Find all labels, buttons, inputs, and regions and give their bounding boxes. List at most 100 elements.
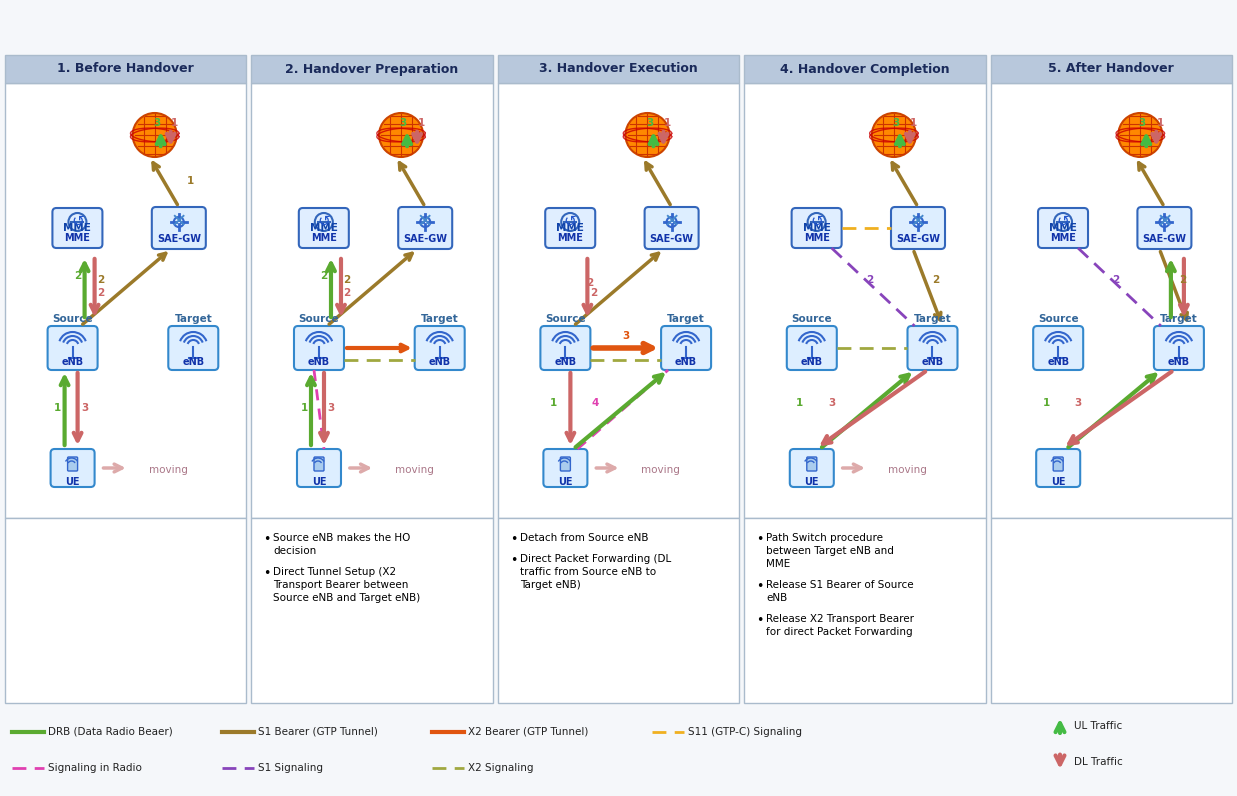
Text: 5. After Handover: 5. After Handover (1049, 63, 1174, 76)
Bar (251, 518, 492, 703)
Text: 2: 2 (866, 275, 873, 285)
FancyBboxPatch shape (807, 457, 816, 471)
Text: 1: 1 (797, 398, 803, 408)
FancyBboxPatch shape (644, 207, 699, 249)
Text: Direct Tunnel Setup (X2: Direct Tunnel Setup (X2 (273, 567, 397, 577)
FancyBboxPatch shape (1037, 449, 1080, 487)
Text: moving: moving (642, 465, 680, 475)
Text: 1: 1 (549, 398, 557, 408)
Text: 3: 3 (622, 331, 630, 341)
Text: 2: 2 (590, 288, 597, 298)
Bar (991, 83, 1232, 518)
FancyBboxPatch shape (1137, 207, 1191, 249)
Bar (745, 518, 986, 703)
Text: ✕: ✕ (663, 213, 680, 232)
Text: Target: Target (667, 314, 705, 324)
FancyBboxPatch shape (908, 326, 957, 370)
Text: SAE-GW: SAE-GW (1143, 234, 1186, 244)
Text: UE: UE (804, 477, 819, 487)
Text: MME: MME (803, 223, 830, 233)
Text: MME: MME (804, 233, 830, 243)
Bar (5, 518, 246, 703)
Text: 4: 4 (591, 398, 599, 408)
Text: MME: MME (558, 233, 583, 243)
Text: 2: 2 (1179, 275, 1186, 285)
Text: SAE-GW: SAE-GW (896, 234, 940, 244)
Text: UE: UE (1051, 477, 1065, 487)
Text: Transport Bearer between: Transport Bearer between (273, 580, 408, 590)
Text: MME: MME (63, 223, 92, 233)
Text: eNB: eNB (182, 357, 204, 367)
Circle shape (872, 113, 915, 157)
FancyBboxPatch shape (792, 208, 841, 248)
FancyBboxPatch shape (541, 326, 590, 370)
Text: Direct Packet Forwarding (DL: Direct Packet Forwarding (DL (520, 554, 670, 564)
Text: ↺: ↺ (1056, 213, 1070, 228)
Text: •: • (510, 554, 517, 567)
Text: 4. Handover Completion: 4. Handover Completion (781, 63, 950, 76)
Text: S1 Bearer (GTP Tunnel): S1 Bearer (GTP Tunnel) (259, 727, 377, 737)
Text: 2: 2 (1112, 275, 1119, 285)
Text: ↺: ↺ (564, 213, 576, 228)
Text: Target eNB): Target eNB) (520, 580, 580, 590)
Text: •: • (263, 567, 271, 580)
Text: MME: MME (766, 559, 790, 569)
Text: ✕: ✕ (417, 213, 433, 232)
Text: eNB: eNB (308, 357, 330, 367)
Text: 3: 3 (153, 118, 161, 128)
Text: eNB: eNB (675, 357, 698, 367)
Text: 2: 2 (320, 271, 328, 281)
Text: 1: 1 (910, 118, 918, 128)
Text: Source: Source (1038, 314, 1079, 324)
Text: DRB (Data Radio Beaer): DRB (Data Radio Beaer) (48, 727, 173, 737)
Text: ↺: ↺ (71, 213, 84, 228)
Text: MME: MME (557, 223, 584, 233)
Bar (251, 83, 492, 518)
FancyBboxPatch shape (152, 207, 205, 249)
Text: Source: Source (52, 314, 93, 324)
Text: SAE-GW: SAE-GW (157, 234, 200, 244)
Text: ✕: ✕ (1157, 213, 1173, 232)
Text: Source: Source (546, 314, 585, 324)
FancyBboxPatch shape (314, 457, 324, 471)
FancyBboxPatch shape (297, 449, 341, 487)
Text: 3: 3 (80, 403, 88, 413)
Text: 2: 2 (344, 275, 350, 285)
Text: Target: Target (914, 314, 951, 324)
FancyBboxPatch shape (1038, 208, 1089, 248)
Text: moving: moving (395, 465, 434, 475)
Bar (251, 55, 492, 83)
Text: S1 Signaling: S1 Signaling (259, 763, 323, 773)
Text: moving: moving (148, 465, 188, 475)
FancyBboxPatch shape (546, 208, 595, 248)
Text: MME: MME (1050, 233, 1076, 243)
Text: •: • (756, 580, 763, 593)
FancyBboxPatch shape (560, 457, 570, 471)
Text: eNB: eNB (766, 593, 788, 603)
Text: 2: 2 (96, 275, 104, 285)
Text: Release S1 Bearer of Source: Release S1 Bearer of Source (766, 580, 914, 590)
FancyBboxPatch shape (414, 326, 465, 370)
Text: 3: 3 (1075, 398, 1082, 408)
Text: X2 Bearer (GTP Tunnel): X2 Bearer (GTP Tunnel) (468, 727, 589, 737)
Text: 2: 2 (586, 278, 593, 288)
FancyBboxPatch shape (543, 449, 588, 487)
Text: MME: MME (310, 233, 336, 243)
Bar (497, 55, 740, 83)
Text: UE: UE (312, 477, 327, 487)
Text: Signaling in Radio: Signaling in Radio (48, 763, 142, 773)
Text: eNB: eNB (800, 357, 823, 367)
Text: eNB: eNB (429, 357, 450, 367)
Text: for direct Packet Forwarding: for direct Packet Forwarding (766, 627, 913, 637)
Text: ↺: ↺ (810, 213, 823, 228)
FancyBboxPatch shape (168, 326, 218, 370)
Bar (745, 55, 986, 83)
FancyBboxPatch shape (52, 208, 103, 248)
Text: •: • (263, 533, 271, 546)
Text: •: • (756, 533, 763, 546)
Circle shape (132, 113, 177, 157)
Bar (497, 83, 740, 518)
Text: Target: Target (1160, 314, 1197, 324)
FancyBboxPatch shape (1053, 457, 1063, 471)
Text: Target: Target (174, 314, 213, 324)
